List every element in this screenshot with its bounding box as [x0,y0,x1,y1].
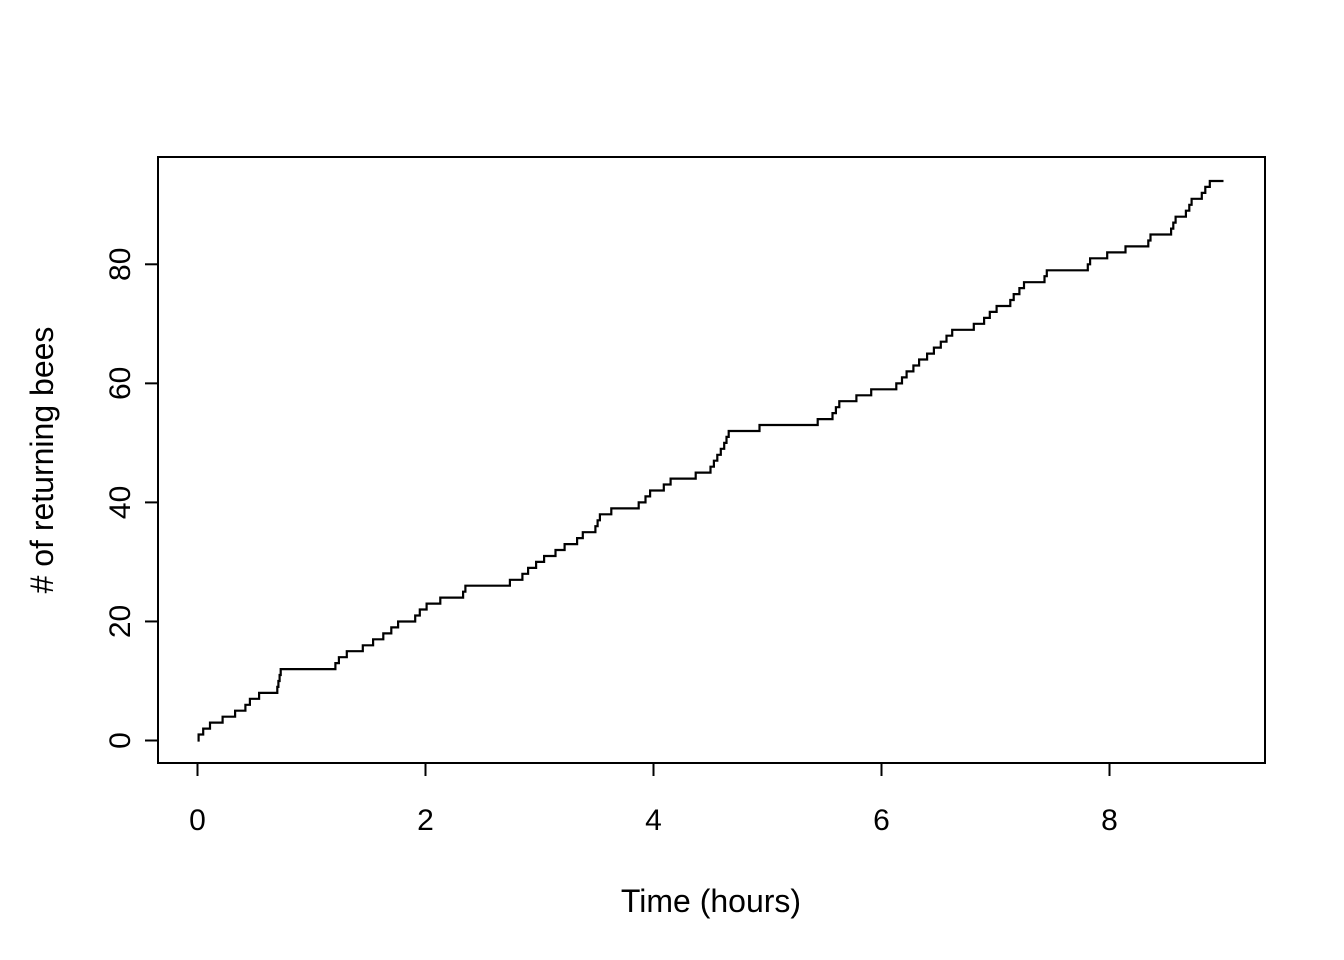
y-tick-label: 20 [104,605,137,638]
step-curve [197,179,1224,742]
y-tick-label: 60 [104,367,137,400]
y-axis-title: # of returning bees [24,327,60,594]
x-tick-label: 0 [189,804,206,837]
y-tick-label: 0 [104,732,137,749]
x-axis-title: Time (hours) [621,883,801,919]
x-tick-label: 6 [873,804,890,837]
x-tick-label: 4 [645,804,662,837]
x-tick-label: 8 [1101,804,1118,837]
x-tick-label: 2 [417,804,434,837]
y-tick-label: 40 [104,486,137,519]
plot-border [157,156,1266,764]
y-tick-label: 80 [104,248,137,281]
